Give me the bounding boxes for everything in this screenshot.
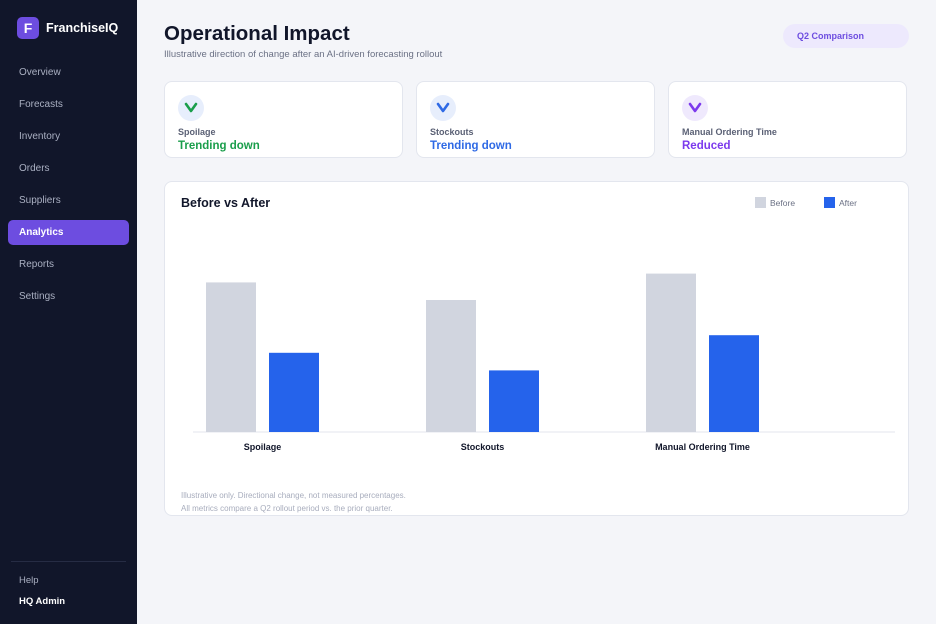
bar-chart: Spoilage Stockouts Manual Ordering Time — [193, 273, 895, 452]
sidebar-divider — [11, 561, 126, 562]
x-tick-label: Spoilage — [244, 442, 282, 452]
sidebar-item-suppliers[interactable]: Suppliers — [19, 195, 61, 206]
metric-value: Trending down — [430, 140, 512, 152]
sidebar-item-orders[interactable]: Orders — [19, 163, 50, 174]
metric-value: Trending down — [178, 140, 260, 152]
x-tick-label: Manual Ordering Time — [655, 442, 750, 452]
footnote: All metrics compare a Q2 rollout period … — [181, 504, 393, 513]
legend-swatch — [755, 197, 766, 208]
user-name[interactable]: HQ Admin — [19, 596, 66, 607]
bar-before-manual-ordering-time — [646, 273, 696, 432]
sidebar: F FranchiseIQ Overview Forecasts Invento… — [0, 0, 137, 624]
page-subtitle: Illustrative direction of change after a… — [164, 49, 443, 60]
metric-card-manual-ordering-time: Manual Ordering Time Reduced — [668, 81, 907, 158]
sidebar-item-analytics[interactable]: Analytics — [8, 220, 129, 245]
bar-after-stockouts — [489, 370, 539, 432]
bar-after-spoilage — [269, 352, 319, 432]
brand-logo: F — [17, 17, 39, 39]
help-link[interactable]: Help — [19, 575, 39, 586]
bar-after-manual-ordering-time — [709, 335, 759, 432]
legend-swatch — [824, 197, 835, 208]
metric-label: Spoilage — [178, 127, 216, 137]
metric-label: Stockouts — [430, 127, 474, 137]
metric-label: Manual Ordering Time — [682, 127, 777, 137]
sidebar-item-forecasts[interactable]: Forecasts — [19, 99, 63, 110]
chevron-down-icon — [178, 95, 204, 121]
sidebar-item-reports[interactable]: Reports — [19, 259, 55, 270]
sidebar-item-overview[interactable]: Overview — [19, 67, 61, 78]
x-tick-label: Stockouts — [461, 442, 505, 452]
chart-title: Before vs After — [181, 196, 271, 210]
legend-item-after: After — [824, 197, 857, 208]
chart-panel: Before vs After Before After Spoilage Sto… — [164, 181, 909, 516]
sidebar-item-settings[interactable]: Settings — [19, 291, 56, 302]
metric-card-spoilage: Spoilage Trending down — [164, 81, 403, 158]
sidebar-item-inventory[interactable]: Inventory — [19, 131, 61, 142]
legend-label: Before — [770, 197, 796, 208]
bar-before-stockouts — [426, 300, 476, 432]
chevron-down-icon — [682, 95, 708, 121]
legend-label: After — [839, 197, 857, 208]
chevron-down-icon — [430, 95, 456, 121]
legend-item-before: Before — [755, 197, 795, 208]
brand-name: FranchiseIQ — [46, 21, 119, 35]
page-title: Operational Impact — [164, 22, 350, 45]
bar-before-spoilage — [206, 282, 256, 432]
comparison-badge[interactable]: Q2 Comparison — [783, 24, 909, 48]
sidebar-nav: Overview Forecasts Inventory Orders Supp… — [8, 60, 129, 316]
footnote: Illustrative only. Directional change, n… — [181, 491, 406, 500]
brand[interactable]: F FranchiseIQ — [17, 17, 118, 39]
metric-card-stockouts: Stockouts Trending down — [416, 81, 655, 158]
metric-value: Reduced — [682, 140, 731, 152]
